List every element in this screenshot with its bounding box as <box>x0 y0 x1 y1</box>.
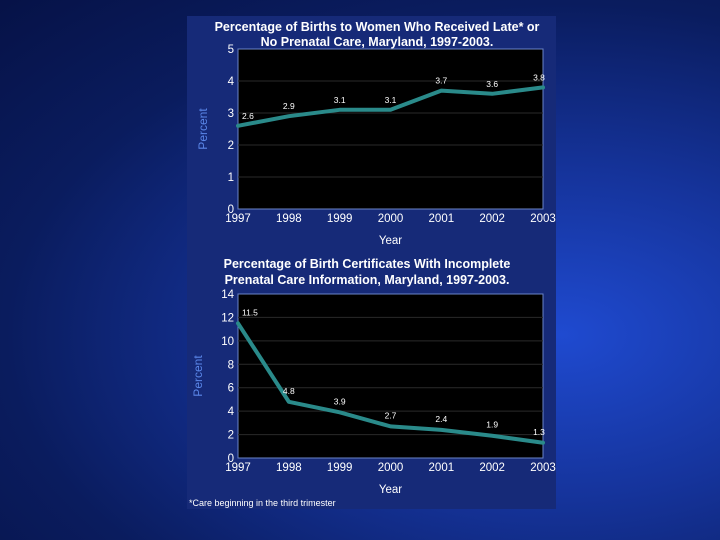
chart2-ytick-label: 12 <box>221 312 234 324</box>
chart2-ytick-label: 2 <box>228 430 234 442</box>
chart1-ytick-label: 5 <box>228 44 234 56</box>
chart2-title-line-1: Percentage of Birth Certificates With In… <box>224 257 511 271</box>
chart2-series-line <box>236 321 545 445</box>
chart2-ytick-label: 8 <box>228 359 234 371</box>
chart2-ytick-label: 6 <box>228 383 234 395</box>
chart2-xtick-label: 1998 <box>276 462 302 474</box>
chart1-ytick-label: 1 <box>228 172 234 184</box>
chart2-xtick-label: 1999 <box>327 462 353 474</box>
chart2-xtick-label: 1997 <box>225 462 251 474</box>
chart1-xtick-label: 2003 <box>530 213 556 225</box>
chart1-data-label: 3.7 <box>435 76 447 86</box>
chart1-xtick-label: 1999 <box>327 213 353 225</box>
chart2-ytick-label: 10 <box>221 336 234 348</box>
chart2-ytick-label: 0 <box>228 453 234 465</box>
chart2-data-label: 4.8 <box>283 386 295 396</box>
chart1-xtick-label: 1998 <box>276 213 302 225</box>
chart1-xtick-label: 2001 <box>429 213 455 225</box>
chart1-title-line-2: No Prenatal Care, Maryland, 1997-2003. <box>261 35 494 49</box>
chart2-title-line-2: Prenatal Care Information, Maryland, 199… <box>225 273 510 287</box>
chart1-data-label: 3.8 <box>533 72 545 82</box>
chart2-data-label: 2.7 <box>385 410 397 420</box>
chart1-xtick-label: 2002 <box>479 213 505 225</box>
chart1-data-label: 2.6 <box>242 111 254 121</box>
chart2-yaxis-title: Percent <box>191 355 205 397</box>
chart1-yaxis-title: Percent <box>196 108 210 150</box>
chart1-ytick-label: 0 <box>228 204 234 216</box>
chart2-data-label: 2.4 <box>435 414 447 424</box>
chart2-data-label: 1.3 <box>533 427 545 437</box>
chart1-data-label: 3.1 <box>385 95 397 105</box>
chart2-xtick-label: 2000 <box>378 462 404 474</box>
chart2-plot-area <box>237 293 544 459</box>
chart2-data-label: 1.9 <box>486 420 498 430</box>
chart1-xtick-label: 1997 <box>225 213 251 225</box>
chart1-plot-area <box>237 48 544 210</box>
chart1-data-label: 2.9 <box>283 101 295 111</box>
chart2-ytick-label: 4 <box>228 406 235 418</box>
chart1-title-line-1: Percentage of Births to Women Who Receiv… <box>215 20 540 34</box>
chart1-ytick-label: 3 <box>228 108 234 120</box>
chart2-data-label: 11.5 <box>242 307 258 317</box>
chart1-ytick-label: 4 <box>228 76 235 88</box>
chart1-xtick-label: 2000 <box>378 213 404 225</box>
chart1-xaxis-title: Year <box>379 235 402 247</box>
chart2-xaxis-title: Year <box>379 484 402 496</box>
footnote: *Care beginning in the third trimester <box>189 498 336 508</box>
chart2-ytick-label: 14 <box>221 289 234 301</box>
chart2-xtick-label: 2003 <box>530 462 556 474</box>
chart1-data-label: 3.1 <box>334 95 346 105</box>
chart2-xtick-label: 2002 <box>479 462 505 474</box>
chart1-ytick-label: 2 <box>228 140 234 152</box>
chart2-data-label: 3.9 <box>334 396 346 406</box>
chart1-series-line <box>236 85 545 128</box>
chart2-xtick-label: 2001 <box>429 462 455 474</box>
chart1-data-label: 3.6 <box>486 79 498 89</box>
